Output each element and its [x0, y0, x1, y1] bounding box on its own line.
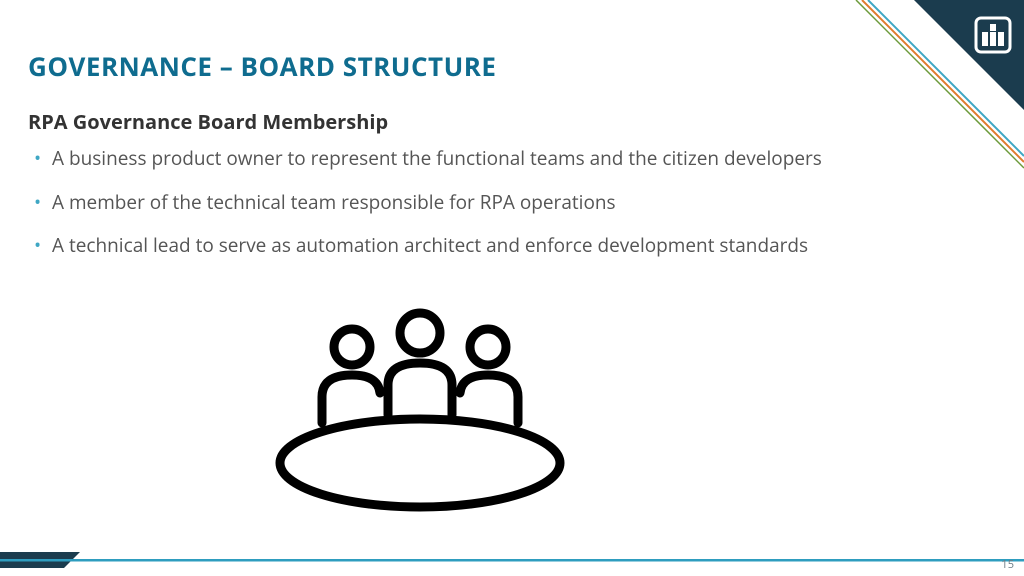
slide-title: GOVERNANCE – BOARD STRUCTURE	[28, 48, 496, 84]
bullet-text: A member of the technical team responsib…	[52, 189, 616, 215]
bullet-item: A business product owner to represent th…	[28, 146, 948, 172]
slide-subtitle: RPA Governance Board Membership	[28, 108, 388, 135]
corner-triangle	[914, 0, 1024, 110]
bullet-list: A business product owner to represent th…	[28, 146, 948, 277]
footer-wedge	[0, 552, 80, 568]
brand-logo-icon	[976, 18, 1010, 52]
bullet-item: A technical lead to serve as automation …	[28, 233, 948, 259]
bullet-item: A member of the technical team responsib…	[28, 190, 948, 216]
slide: GOVERNANCE – BOARD STRUCTURE RPA Governa…	[0, 0, 1024, 576]
corner-stripe	[856, 0, 1024, 168]
page-number: 15	[1001, 557, 1014, 572]
bullet-text: A technical lead to serve as automation …	[52, 232, 808, 258]
footer-bar	[0, 552, 1024, 568]
corner-stripe	[862, 0, 1024, 162]
corner-stripe	[868, 0, 1024, 156]
footer-line	[0, 559, 1024, 562]
board-meeting-icon	[260, 305, 580, 515]
bullet-text: A business product owner to represent th…	[52, 145, 822, 171]
